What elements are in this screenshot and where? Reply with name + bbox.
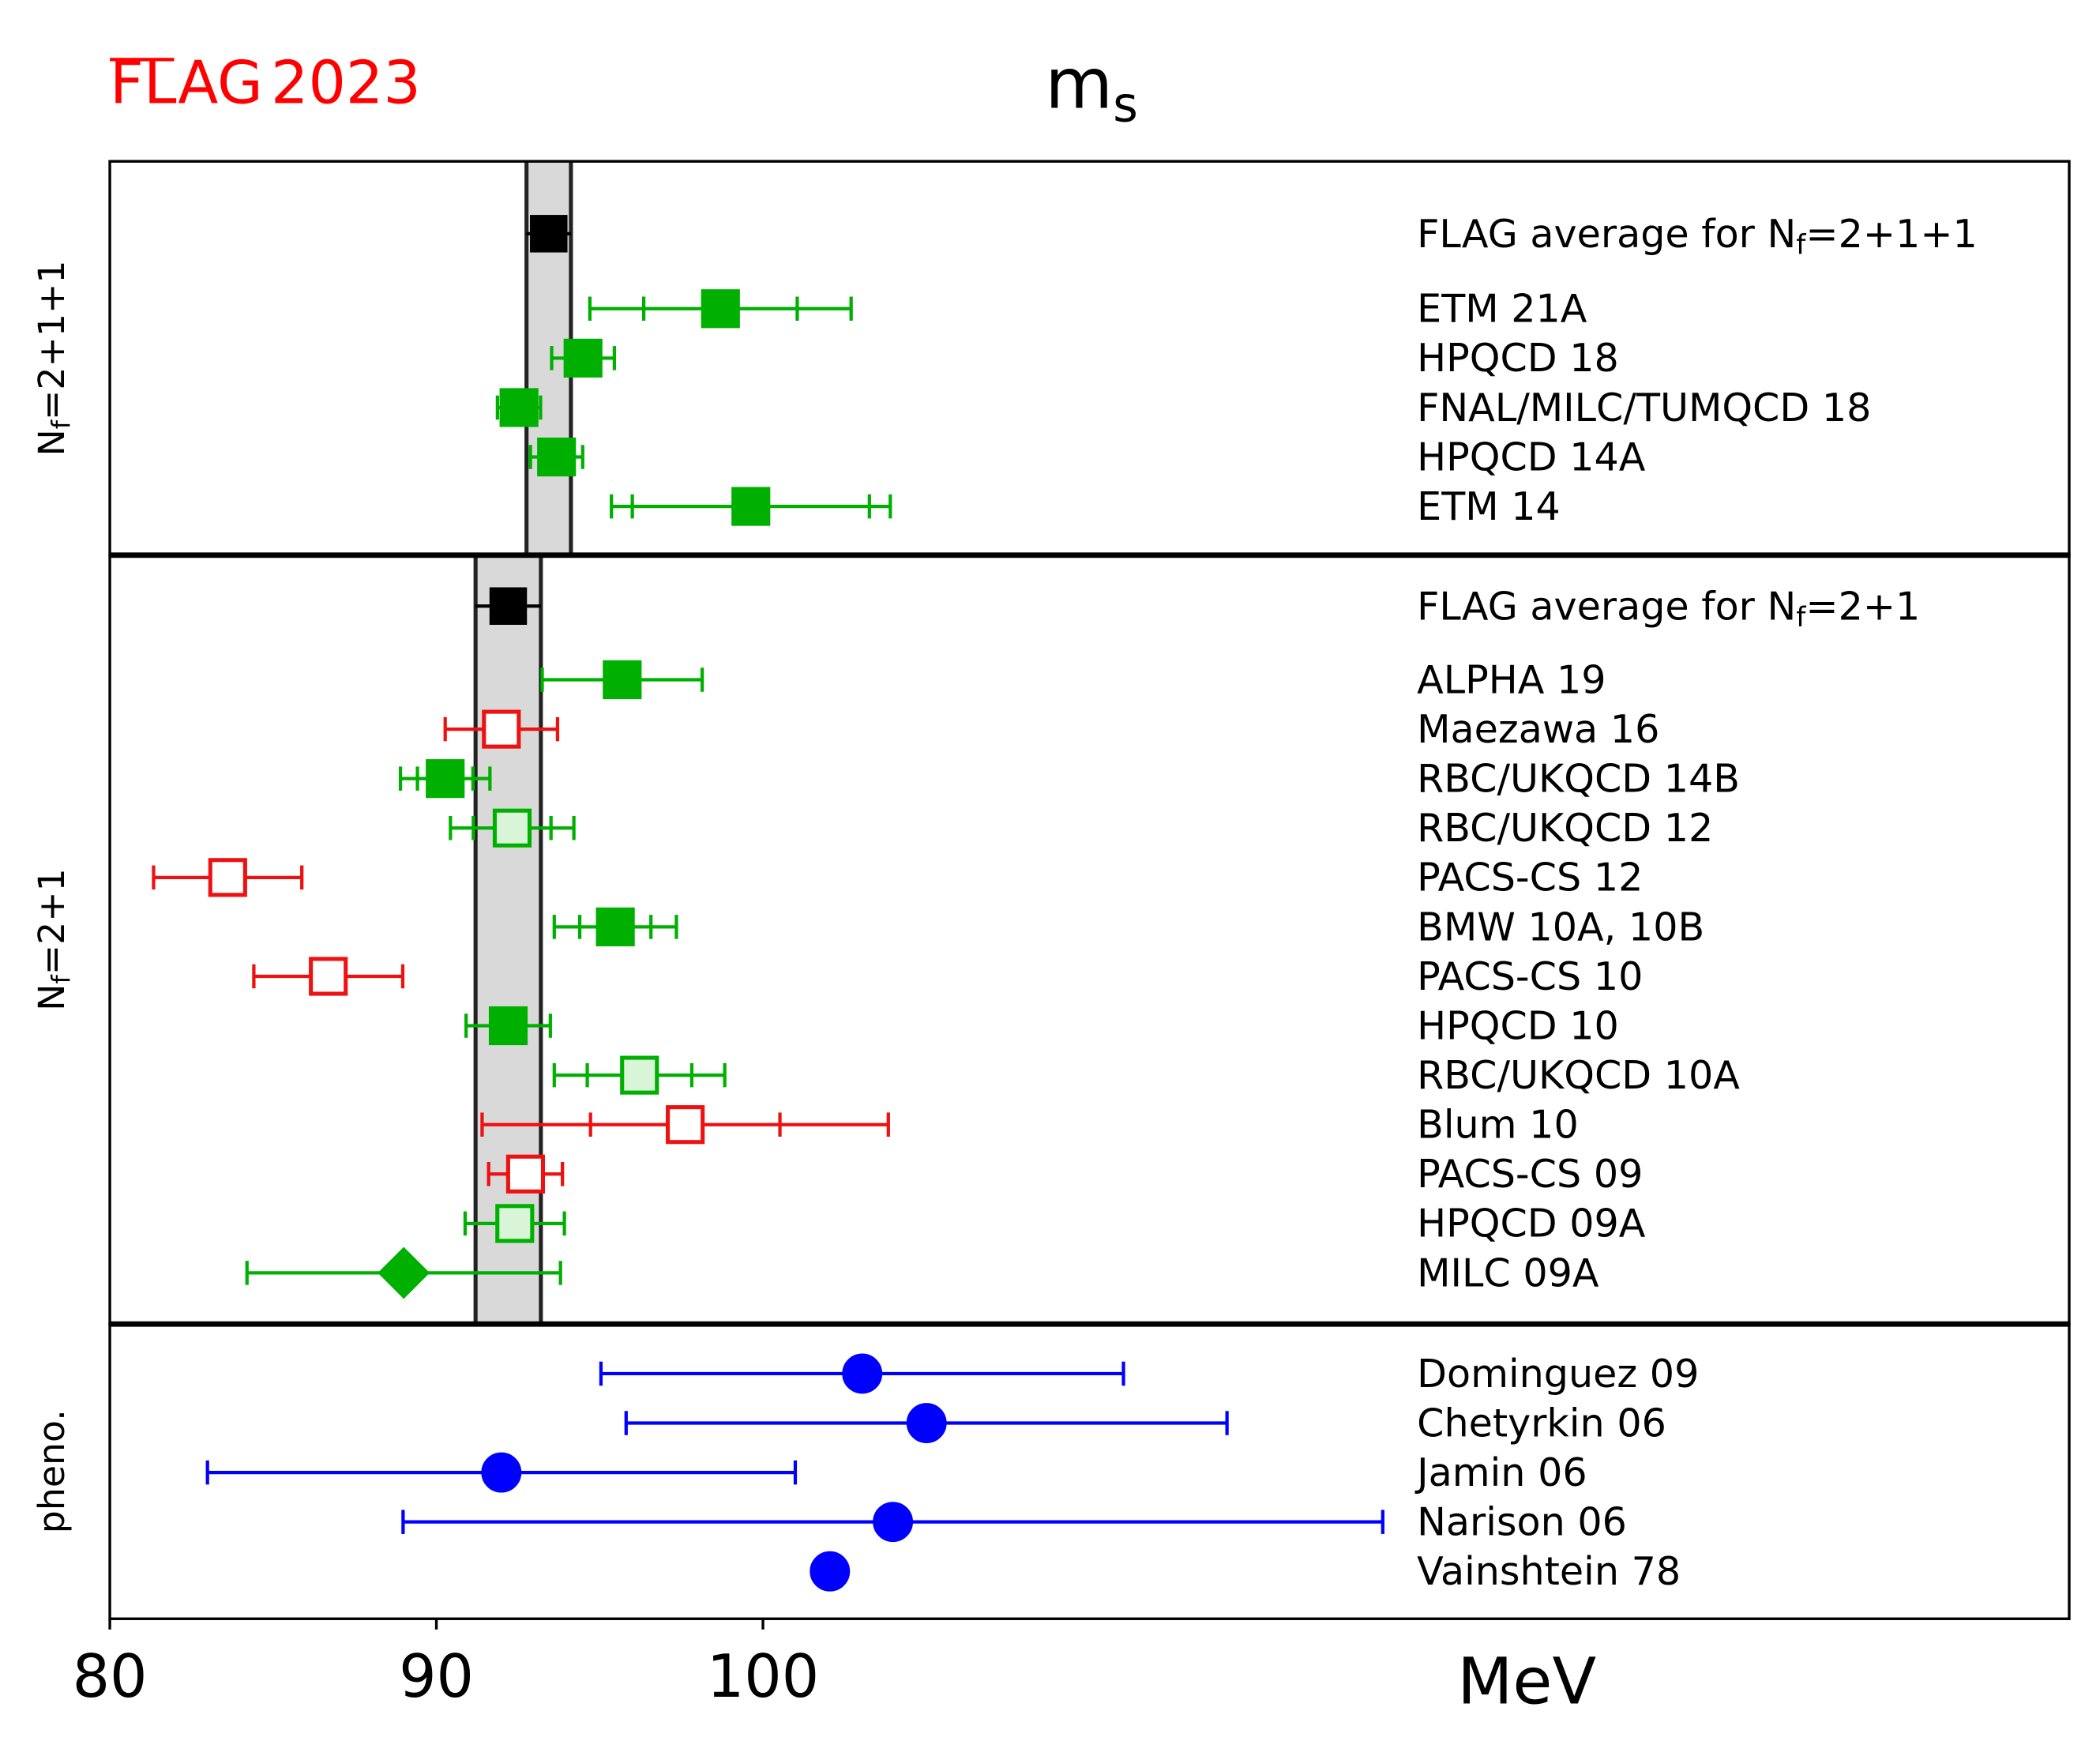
row-label: MILC 09A (1417, 1250, 1599, 1295)
logo-year: 2023 (271, 48, 421, 117)
marker (499, 388, 539, 427)
marker (563, 338, 603, 378)
marker (378, 1246, 430, 1299)
row-label: Narison 06 (1417, 1499, 1627, 1545)
x-tick-label: 80 (73, 1642, 148, 1711)
label-text: pheno. (30, 1409, 72, 1533)
title-sub: s (1113, 77, 1138, 133)
label-text: FLAG average for Nf=2+1 (1417, 583, 1920, 633)
marker (620, 1055, 659, 1095)
label-part: =2+1+1 (30, 261, 72, 420)
row-label: Maezawa 16 (1417, 706, 1659, 752)
marker (731, 487, 771, 526)
row-label: ETM 14 (1417, 483, 1561, 529)
label-text: Nf=2+1+1 (30, 261, 76, 457)
marker (873, 1502, 914, 1543)
marker (495, 1204, 535, 1243)
x-tick-label: 100 (707, 1642, 819, 1711)
marker (208, 858, 247, 897)
row-label: PACS-CS 09 (1417, 1151, 1643, 1197)
row-label: HPQCD 10 (1417, 1002, 1619, 1048)
label-part: =2+1 (30, 868, 72, 975)
row-label: HPQCD 09A (1417, 1201, 1646, 1246)
subscript: f (46, 974, 76, 983)
subscript: f (46, 419, 76, 429)
subscript: f (1796, 601, 1806, 633)
label-part: =2+1+1 (1805, 211, 1977, 257)
label-part: N (30, 429, 72, 456)
label-text: Nf=2+1 (30, 868, 76, 1010)
average-marker (530, 215, 568, 253)
row-label: RBC/UKQCD 12 (1417, 805, 1713, 851)
row-label: Jamin 06 (1414, 1450, 1587, 1495)
marker (595, 907, 635, 946)
marker (492, 808, 532, 848)
marker (537, 437, 577, 477)
row-label: HPQCD 18 (1417, 335, 1619, 381)
marker (906, 1403, 947, 1443)
average-band (475, 555, 541, 1325)
row-label: HPQCD 14A (1417, 434, 1646, 479)
logo: FLAG 2023 (110, 48, 421, 117)
marker (603, 660, 642, 700)
marker (505, 1154, 546, 1194)
row-label: PACS-CS 12 (1417, 855, 1643, 901)
row-label: PACS-CS 10 (1417, 953, 1643, 999)
row-label: Dominguez 09 (1417, 1351, 1699, 1397)
title-main: m (1045, 43, 1113, 125)
row-label: Blum 10 (1417, 1102, 1579, 1148)
label-part: pheno. (30, 1409, 72, 1533)
label-part: FLAG average for N (1417, 211, 1796, 257)
label-part: N (30, 983, 72, 1010)
marker (481, 1452, 522, 1493)
marker (842, 1353, 883, 1394)
marker (666, 1105, 705, 1145)
row-label: ETM 21A (1417, 286, 1587, 332)
row-label: FNAL/MILC/TUMQCD 18 (1417, 385, 1871, 431)
marker (426, 759, 465, 799)
chart-title: ms (1045, 43, 1138, 133)
marker (309, 957, 348, 996)
subscript: f (1796, 229, 1806, 261)
marker (810, 1551, 851, 1592)
row-label: RBC/UKQCD 10A (1417, 1052, 1740, 1098)
panel-frame (108, 554, 2071, 1325)
label-part: FLAG average for N (1417, 583, 1796, 629)
average-marker (489, 587, 528, 625)
x-axis-label: MeV (1457, 1645, 1596, 1720)
marker (482, 709, 521, 749)
x-tick-label: 90 (399, 1642, 474, 1711)
row-label: ALPHA 19 (1417, 656, 1606, 702)
row-label: BMW 10A, 10B (1417, 904, 1704, 949)
marker (701, 289, 740, 329)
row-label: Chetyrkin 06 (1417, 1400, 1666, 1446)
row-label: RBC/UKQCD 14B (1417, 756, 1740, 802)
label-text: FLAG average for Nf=2+1+1 (1417, 211, 1978, 261)
label-part: =2+1 (1805, 583, 1920, 629)
marker (488, 1006, 528, 1046)
row-label: Vainshtein 78 (1417, 1548, 1681, 1594)
